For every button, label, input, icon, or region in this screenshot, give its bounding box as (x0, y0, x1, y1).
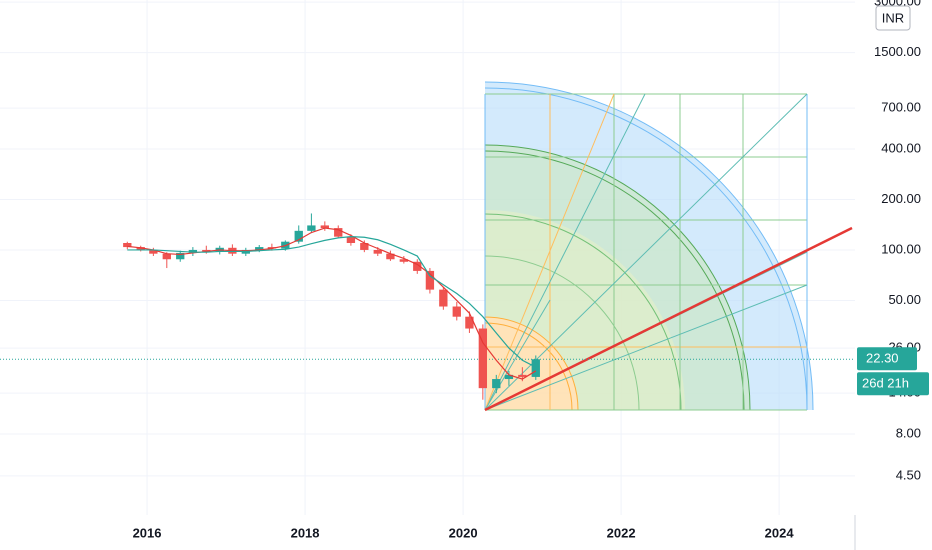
candle-body (425, 270, 435, 290)
candle-body (320, 225, 329, 229)
currency-label: INR (882, 10, 904, 25)
y-tick-label: 50.00 (888, 292, 921, 307)
y-tick-label: 4.50 (896, 467, 921, 482)
candle-body (202, 249, 211, 252)
trend-line (484, 226, 853, 412)
countdown-label: 26d 21h (862, 376, 909, 391)
x-tick-label: 2020 (449, 525, 478, 540)
y-tick-label: 1500.00 (874, 44, 921, 59)
moving-average (127, 227, 537, 380)
candle-body (123, 243, 132, 248)
candle-body (478, 328, 488, 389)
x-tick-label: 2018 (291, 525, 320, 540)
tags: 22.30 26d 21h (857, 347, 929, 396)
candle-body (504, 374, 514, 380)
candle-body (360, 243, 369, 250)
candle-body (465, 316, 474, 329)
candle-body (334, 228, 343, 237)
candle-body (307, 225, 316, 231)
y-tick-label: 200.00 (881, 191, 921, 206)
candle-body (346, 236, 356, 244)
candle-body (413, 261, 422, 271)
x-tick-label: 2024 (765, 525, 795, 540)
y-tick-label: 700.00 (881, 100, 921, 115)
candle-body (452, 306, 461, 317)
y-tick-label: 8.00 (896, 425, 921, 440)
candle-body (373, 249, 382, 254)
last-price-tag (857, 347, 917, 371)
candle-body (188, 249, 198, 253)
x-tick-label: 2022 (607, 525, 636, 540)
candle-body (294, 230, 303, 242)
y-tick-label: 400.00 (881, 140, 921, 155)
y-tick-label: 3000.00 (874, 0, 921, 9)
gann-arcs (484, 81, 814, 411)
moving-average (127, 236, 537, 368)
candle-body (176, 252, 185, 260)
last-price-label: 22.30 (866, 351, 899, 366)
axes: 201620182020202220244.508.0014.0026.0050… (133, 0, 921, 540)
countdown-tag (857, 372, 929, 396)
candle-body (386, 253, 395, 260)
plot (0, 213, 855, 400)
candle-body (492, 379, 501, 389)
candle-body (531, 359, 540, 377)
candle-body (149, 249, 158, 254)
gann-box (484, 81, 814, 411)
x-tick-label: 2016 (133, 525, 162, 540)
y-tick-label: 100.00 (881, 241, 921, 256)
candle-body (399, 259, 408, 262)
candle-body (136, 247, 145, 250)
candle-body (518, 374, 527, 377)
candle-body (162, 253, 171, 260)
candle-body (267, 247, 277, 249)
candle-body (255, 247, 264, 250)
currency-box (875, 5, 911, 31)
candle-body (439, 289, 448, 307)
